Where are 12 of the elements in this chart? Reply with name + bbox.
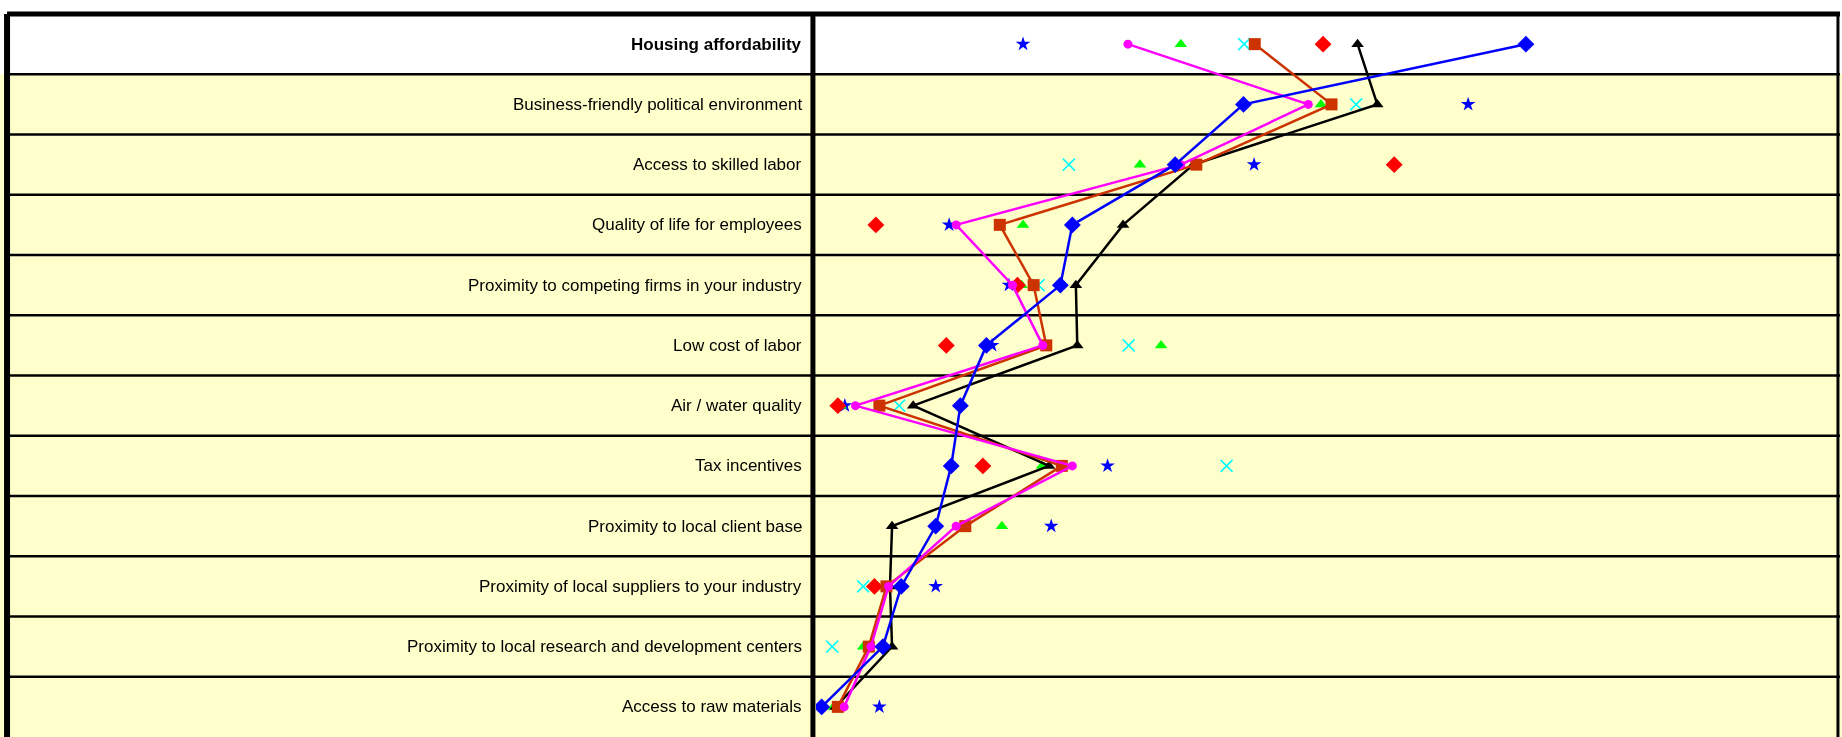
y-tick-label: Access to skilled labor: [633, 155, 802, 174]
y-tick-label: Low cost of labor: [673, 336, 802, 355]
y-tick-label: Proximity to competing firms in your industry: [468, 276, 802, 295]
y-tick-label: Proximity to local client base: [588, 517, 803, 536]
y-tick-label: Quality of life for employees: [592, 215, 802, 234]
y-tick-label: Business-friendly political environment: [513, 95, 803, 114]
y-tick-label: Tax incentives: [695, 456, 802, 475]
y-tick-label: Air / water quality: [671, 396, 802, 415]
y-tick-label: Proximity of local suppliers to your industry: [479, 577, 802, 596]
y-tick-label: Access to raw materials: [622, 697, 802, 716]
y-tick-label: Proximity to local research and development centers: [407, 637, 802, 656]
y-tick-label: Housing affordability: [631, 35, 802, 54]
